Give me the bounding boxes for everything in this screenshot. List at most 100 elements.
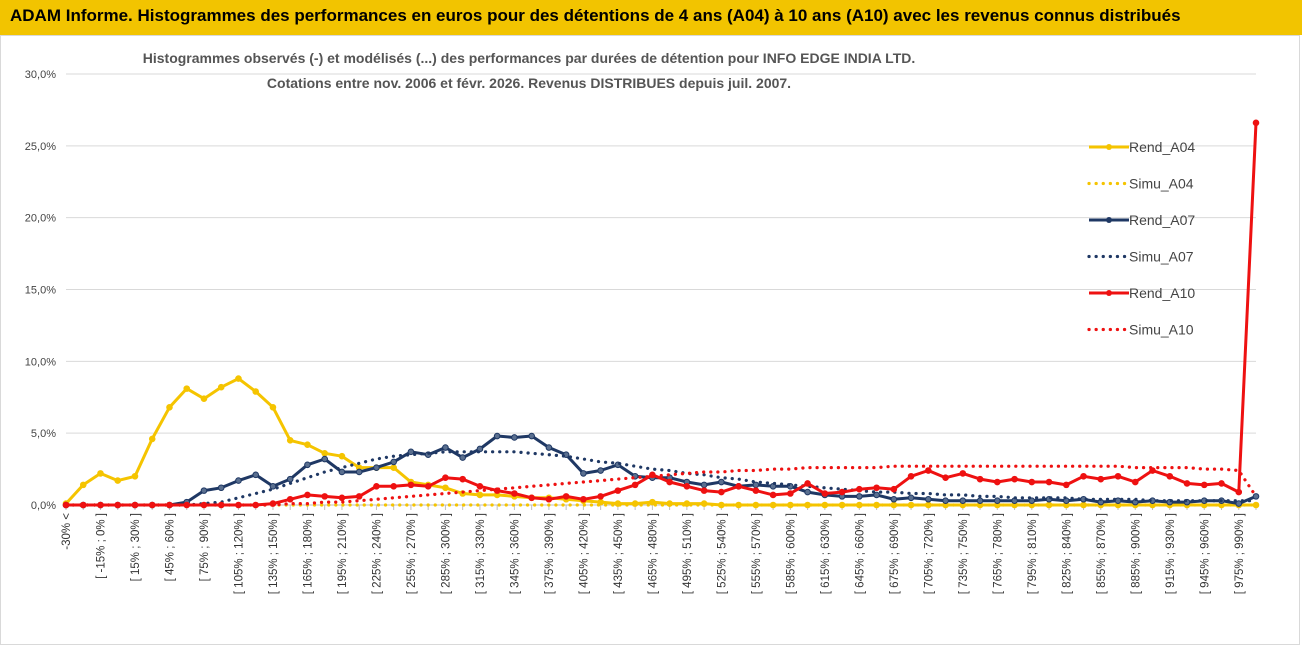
data-point-rend_a04	[131, 472, 139, 480]
data-point-rend_a10	[700, 487, 708, 494]
data-point-rend_a04	[114, 477, 122, 484]
data-point-rend_a04	[166, 404, 173, 411]
data-point-rend_a10	[821, 490, 829, 497]
data-point-rend_a10	[890, 485, 898, 493]
x-tick-label: [ 195% ; 210% ]	[337, 513, 349, 594]
data-point-rend_a07	[545, 444, 553, 451]
x-tick-label: [ 255% ; 270% ]	[406, 513, 418, 594]
data-point-rend_a10	[562, 493, 570, 500]
y-tick-label: 10,0%	[25, 356, 56, 368]
series-line-rend_a04	[64, 377, 1256, 507]
x-tick-label: [ 585% ; 600% ]	[785, 513, 797, 594]
data-point-rend_a10	[769, 491, 777, 499]
data-point-rend_a07	[373, 464, 380, 471]
x-tick-label: [ 705% ; 720% ]	[923, 513, 935, 594]
data-point-rend_a04	[148, 435, 156, 443]
x-tick-label: [ 525% ; 540% ]	[716, 513, 728, 594]
data-point-rend_a07	[217, 484, 225, 492]
x-tick-label: [ 735% ; 750% ]	[958, 513, 970, 594]
data-point-rend_a04	[252, 388, 260, 395]
legend-label: Rend_A10	[1129, 285, 1195, 301]
data-point-rend_a10	[976, 475, 984, 483]
chart-area: 0,0% 5,0% 10,0% 15,0% 20,0% 25,0% 30,0% -30% < […	[0, 35, 1300, 645]
data-point-rend_a10	[1097, 475, 1105, 483]
data-point-rend_a04	[183, 385, 191, 392]
x-tick-label: [ 915% ; 930% ]	[1165, 513, 1177, 594]
x-tick-label: [ 885% ; 900% ]	[1130, 513, 1142, 594]
data-point-rend_a07	[252, 471, 260, 479]
data-point-rend_a10	[442, 474, 449, 482]
data-point-rend_a10	[787, 490, 794, 497]
data-point-rend_a10	[321, 493, 328, 500]
data-point-rend_a04	[235, 375, 242, 382]
data-point-rend_a07	[493, 432, 501, 440]
data-point-rend_a10	[304, 491, 311, 499]
data-point-rend_a04	[649, 498, 656, 506]
legend-label: Simu_A10	[1129, 322, 1194, 338]
x-tick-label: [ 675% ; 690% ]	[889, 513, 901, 594]
data-point-rend_a10	[718, 488, 725, 496]
data-point-rend_a10	[959, 470, 967, 477]
chart-title-line: Histogrammes observés (-) et modélisés (…	[143, 50, 916, 66]
data-point-rend_a07	[804, 488, 811, 496]
data-point-rend_a04	[286, 437, 294, 444]
data-point-rend_a10	[1131, 478, 1139, 486]
chart-title-line: Cotations entre nov. 2006 et févr. 2026.…	[267, 75, 791, 91]
data-point-rend_a10	[1114, 472, 1122, 480]
data-point-rend_a07	[442, 444, 449, 451]
data-point-rend_a04	[97, 470, 104, 477]
data-point-rend_a10	[614, 487, 622, 494]
data-point-rend_a10	[804, 480, 811, 487]
x-tick-label: [ -15% ; 0% ]	[95, 513, 107, 579]
x-tick-label: [ 375% ; 390% ]	[544, 513, 556, 594]
data-point-rend_a07	[459, 454, 466, 461]
x-tick-label: [ 435% ; 450% ]	[613, 513, 625, 594]
y-tick-label: 5,0%	[31, 428, 56, 440]
data-point-rend_a10	[597, 493, 604, 500]
data-point-rend_a10	[338, 494, 346, 502]
y-tick-label: 0,0%	[31, 500, 56, 512]
data-point-rend_a10	[511, 490, 518, 497]
data-point-rend_a10	[735, 483, 742, 490]
x-tick-label: [ 45% ; 60% ]	[164, 513, 176, 581]
data-point-rend_a10	[1183, 480, 1191, 487]
x-tick-label: [ 225% ; 240% ]	[371, 513, 383, 594]
data-point-rend_a07	[235, 477, 242, 484]
data-point-rend_a10	[838, 488, 846, 496]
data-point-rend_a10	[545, 495, 553, 503]
data-point-rend_a07	[942, 497, 949, 504]
data-point-rend_a07	[269, 483, 277, 490]
data-point-rend_a07	[1235, 500, 1243, 507]
data-point-rend_a10	[994, 478, 1001, 486]
data-point-rend_a10	[873, 484, 880, 492]
data-point-rend_a07	[994, 497, 1001, 504]
series-line-simu_a10	[64, 464, 1258, 507]
legend-marker	[1106, 290, 1112, 296]
x-tick-label: [ 285% ; 300% ]	[440, 513, 452, 594]
data-point-rend_a10	[666, 478, 673, 486]
data-point-rend_a04	[442, 484, 449, 492]
series-line-simu_a07	[64, 450, 1258, 507]
data-point-rend_a07	[528, 432, 535, 440]
data-point-rend_a10	[528, 494, 535, 502]
data-point-rend_a04	[217, 383, 225, 391]
x-tick-label: [ 315% ; 330% ]	[475, 513, 487, 594]
x-tick-label: [ 405% ; 420% ]	[578, 513, 590, 594]
x-tick-label: [ 645% ; 660% ]	[854, 513, 866, 594]
x-tick-label: [ 615% ; 630% ]	[820, 513, 832, 594]
data-point-rend_a04	[321, 449, 328, 457]
data-point-rend_a10	[1200, 481, 1208, 489]
data-point-rend_a10	[752, 487, 760, 494]
data-point-rend_a07	[976, 497, 984, 504]
report-title: ADAM Informe. Histogrammes des performan…	[10, 6, 1181, 25]
data-point-rend_a10	[942, 474, 949, 482]
data-point-rend_a10	[907, 472, 915, 480]
data-point-rend_a07	[304, 461, 311, 469]
data-point-rend_a10	[1062, 481, 1070, 489]
data-point-rend_a10	[856, 485, 863, 493]
data-point-rend_a07	[718, 478, 725, 486]
data-point-rend_a10	[1235, 488, 1243, 496]
x-tick-label: [ 855% ; 870% ]	[1096, 513, 1108, 594]
data-point-rend_a10	[925, 467, 932, 474]
data-point-rend_a07	[959, 497, 967, 504]
